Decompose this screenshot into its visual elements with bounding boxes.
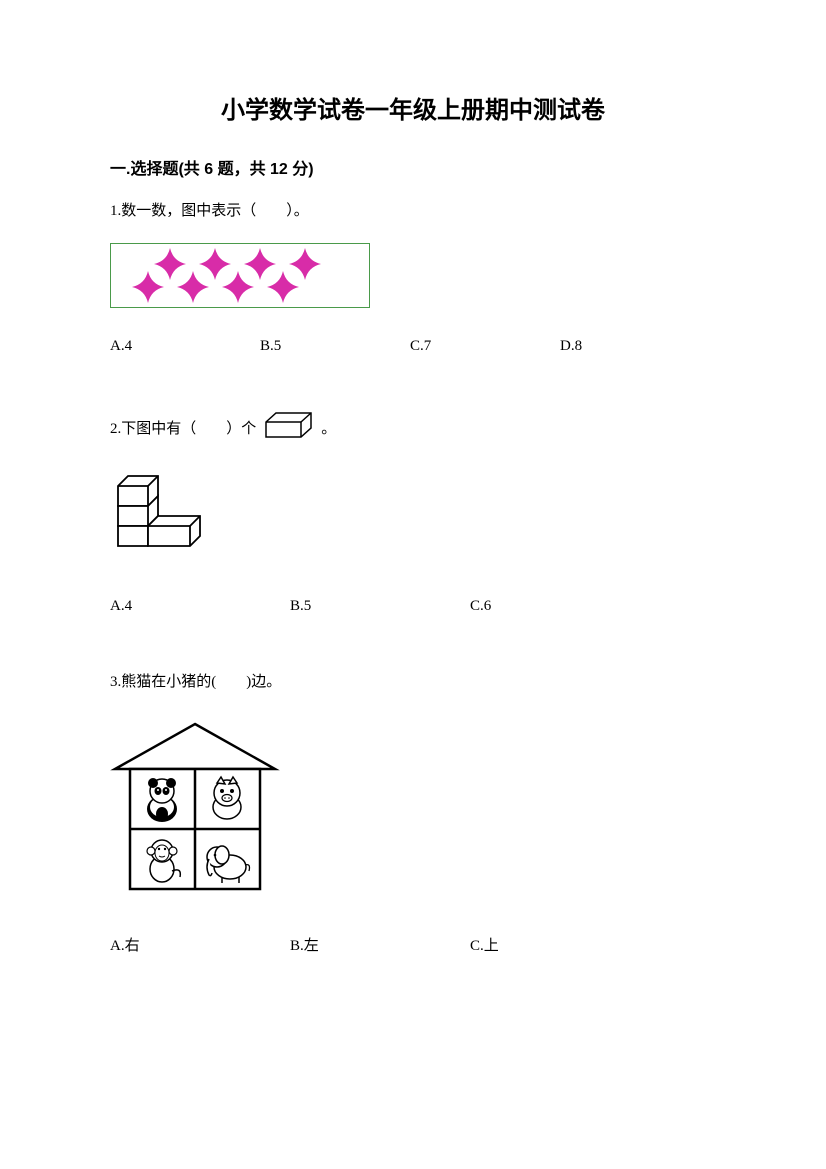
q2-options: A.4 B.5 C.6: [110, 598, 716, 615]
page-title: 小学数学试卷一年级上册期中测试卷: [110, 90, 716, 125]
q1-text: 1.数一数，图中表示（ ）。: [110, 199, 716, 223]
q1-opt-d: D.8: [560, 338, 710, 355]
q3-opt-a: A.右: [110, 934, 290, 955]
house-figure: [110, 719, 716, 904]
stars-image: [110, 243, 370, 308]
q3-text: 3.熊猫在小猪的( )边。: [110, 670, 716, 694]
q2-opt-b: B.5: [290, 598, 470, 615]
q3-opt-b: B.左: [290, 934, 470, 955]
q1-options: A.4 B.5 C.7 D.8: [110, 338, 716, 355]
q2-text-after: 。: [321, 417, 336, 441]
q2-opt-c: C.6: [470, 598, 650, 615]
q1-opt-b: B.5: [260, 338, 410, 355]
q2-text: 2.下图中有（ ）个 。: [110, 410, 716, 448]
q1-opt-a: A.4: [110, 338, 260, 355]
cubes-figure: [110, 468, 716, 568]
q1-opt-c: C.7: [410, 338, 560, 355]
question-1: 1.数一数，图中表示（ ）。 A.4 B.5 C.7 D.8: [110, 199, 716, 355]
question-3: 3.熊猫在小猪的( )边。: [110, 670, 716, 955]
section-header: 一.选择题(共 6 题，共 12 分): [110, 155, 716, 179]
cuboid-icon: [261, 410, 316, 448]
q3-options: A.右 B.左 C.上: [110, 934, 716, 955]
q2-text-before: 2.下图中有（ ）个: [110, 417, 256, 441]
q2-opt-a: A.4: [110, 598, 290, 615]
q3-opt-c: C.上: [470, 934, 650, 955]
stars-svg: [120, 248, 360, 303]
question-2: 2.下图中有（ ）个 。: [110, 410, 716, 615]
